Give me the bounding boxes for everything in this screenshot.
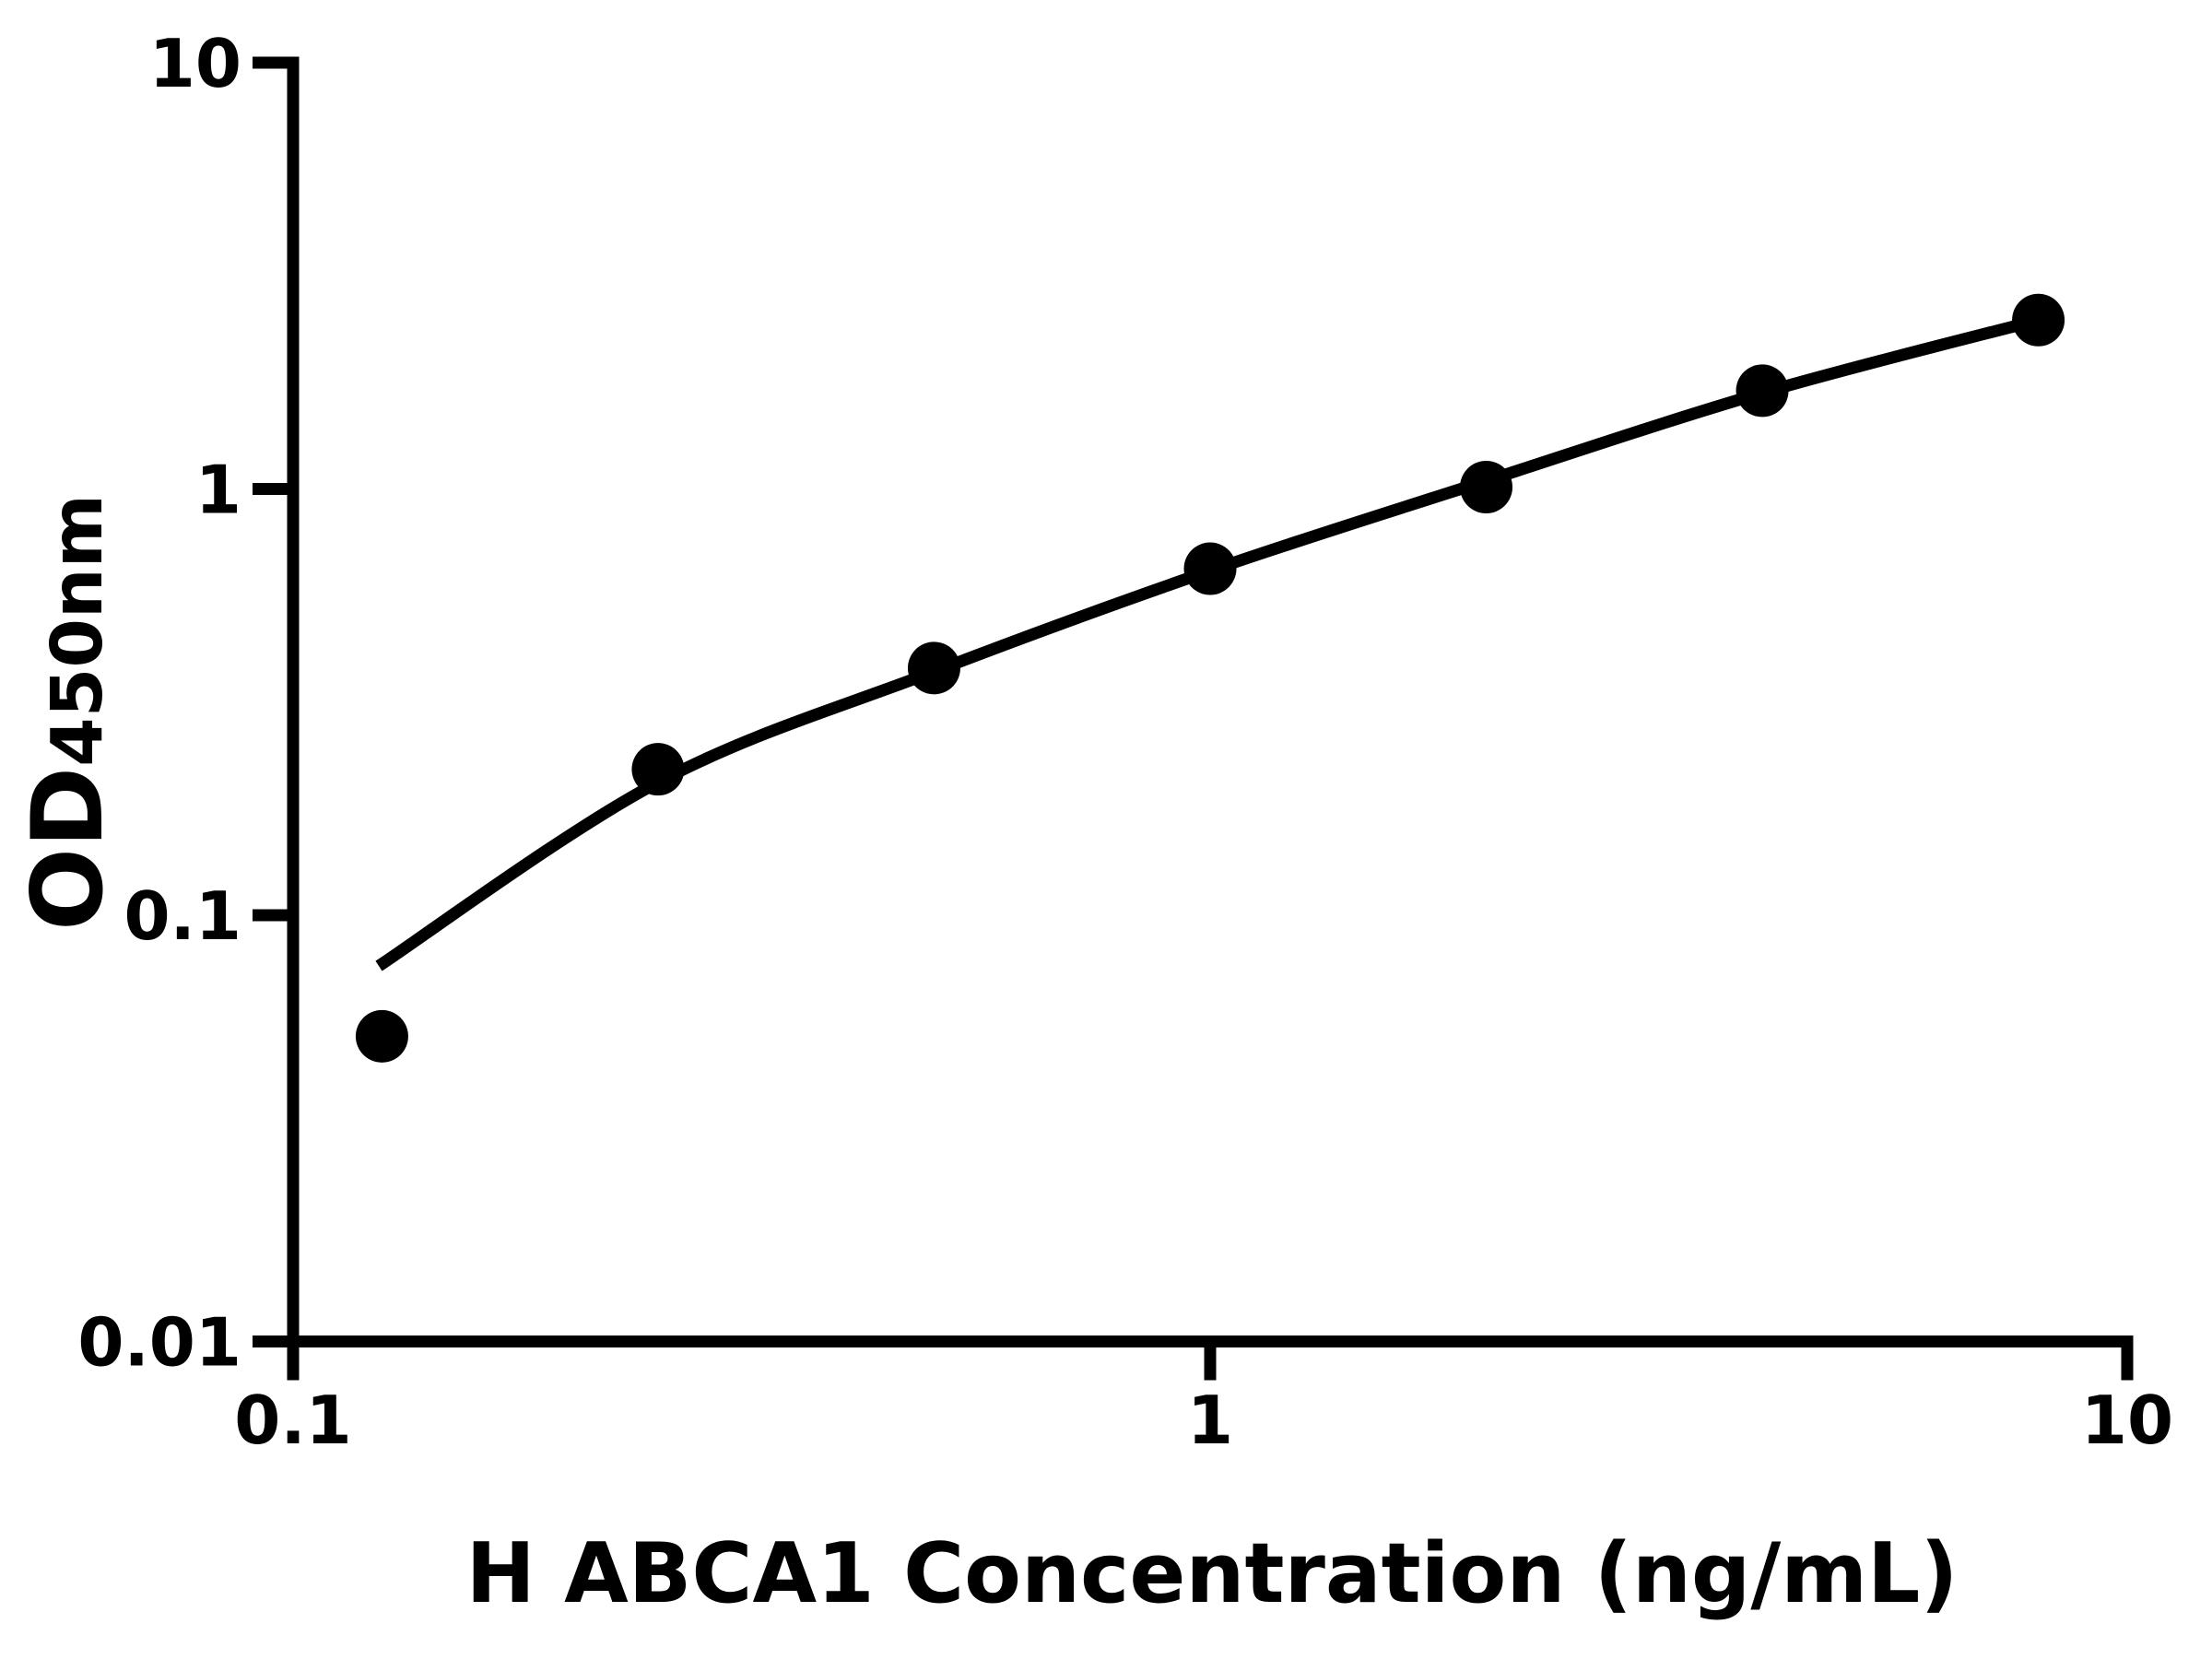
x-tick-label-10: 10 <box>2081 1382 2173 1459</box>
data-point <box>355 1009 408 1063</box>
x-axis-title: H ABCA1 Concentration (ng/mL) <box>466 1525 1959 1622</box>
data-point <box>907 641 960 695</box>
x-tick-label-1: 1 <box>1187 1382 1233 1459</box>
x-tick-label-0.1: 0.1 <box>234 1382 352 1459</box>
y-tick-label-0.1: 0.1 <box>124 877 241 955</box>
y-tick-label-10: 10 <box>149 25 241 102</box>
data-points-group <box>355 293 2065 1063</box>
data-point <box>1460 461 1513 514</box>
data-point <box>2012 293 2065 347</box>
y-tick-label-1: 1 <box>195 452 241 529</box>
y-axis-title-sub: 450nm <box>37 494 119 767</box>
ticks-group <box>253 56 2134 1381</box>
data-point <box>1183 542 1237 595</box>
fit-curve-line <box>375 314 2041 971</box>
data-point <box>1735 364 1789 418</box>
data-point <box>631 743 685 796</box>
y-axis-title: OD450nm <box>11 494 124 931</box>
axes-group <box>287 56 2132 1347</box>
y-axis-title-main: OD <box>11 767 124 931</box>
y-tick-label-0.01: 0.01 <box>77 1304 241 1382</box>
